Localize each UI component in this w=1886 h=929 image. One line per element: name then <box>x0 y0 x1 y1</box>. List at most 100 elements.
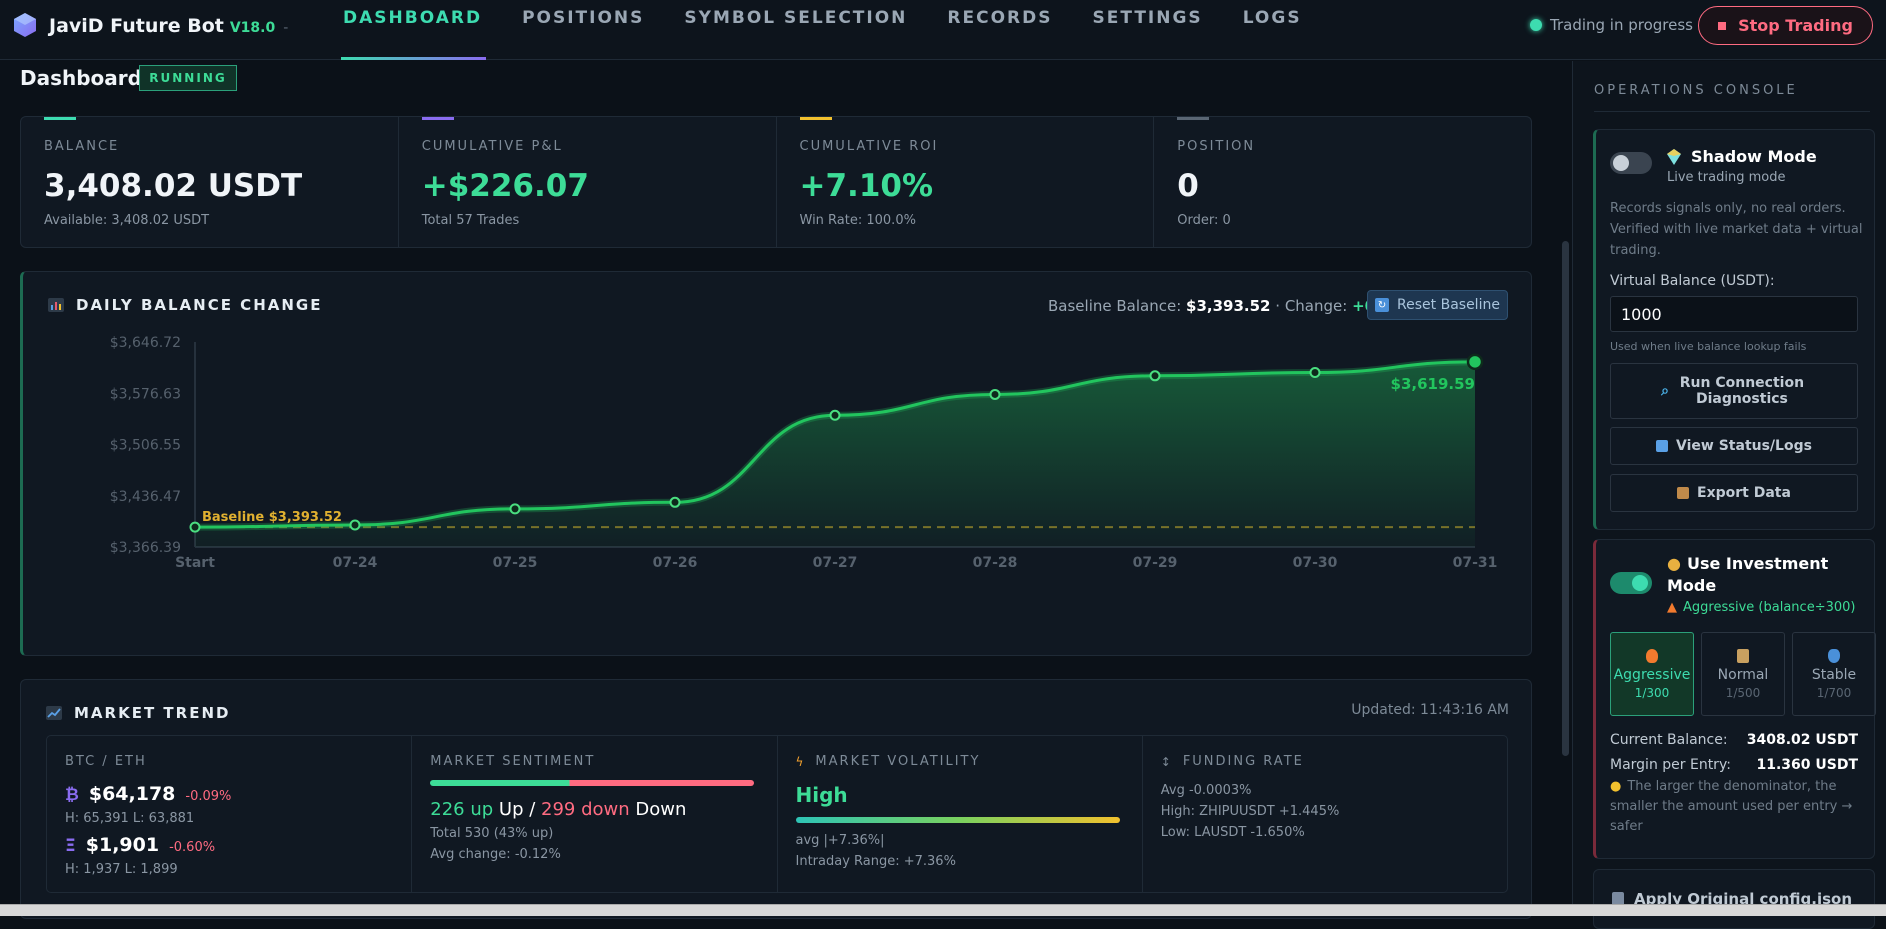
virtual-balance-input[interactable] <box>1610 296 1858 332</box>
x-tick-label: 07-29 <box>1133 555 1178 571</box>
apply-config-card[interactable]: Apply Original config.json <box>1593 869 1875 929</box>
current-balance-row: Current Balance: 3408.02 USDT <box>1610 732 1858 748</box>
operations-console: OPERATIONS CONSOLE Shadow Mode Live trad… <box>1572 61 1886 929</box>
mode-stable[interactable]: Stable 1/700 <box>1792 632 1876 716</box>
baseline-label: Baseline $3,393.52 <box>202 510 342 525</box>
data-point <box>1466 353 1484 371</box>
export-data-label: Export Data <box>1697 485 1791 501</box>
market-grid: BTC / ETH ₿ $64,178 -0.09% H: 65,391 L: … <box>46 735 1508 893</box>
coins-label: BTC / ETH <box>65 754 147 769</box>
sentiment-avg-change: Avg change: -0.12% <box>430 847 561 862</box>
intraday-range: Intraday Range: +7.36% <box>795 854 956 869</box>
margin-label: Margin per Entry: <box>1610 757 1731 773</box>
crystal-icon <box>1667 148 1681 165</box>
clipboard-icon <box>1612 892 1624 906</box>
btc-price: $64,178 <box>88 783 176 805</box>
tab-dashboard[interactable]: DASHBOARD <box>340 0 487 60</box>
x-tick-label: 07-31 <box>1453 555 1498 571</box>
status-badge: RUNNING <box>139 65 237 91</box>
market-trend-title-text: MARKET TREND <box>74 704 231 722</box>
stats-row: BALANCE 3,408.02 USDT Available: 3,408.0… <box>20 116 1532 248</box>
y-tick-label: $3,646.72 <box>110 335 181 351</box>
console-divider <box>1594 111 1870 112</box>
data-point <box>669 496 681 508</box>
current-balance-label: Current Balance: <box>1610 732 1728 748</box>
trading-status: Trading in progress <box>1530 16 1693 34</box>
apply-config-button[interactable]: Apply Original config.json <box>1612 890 1852 908</box>
bar-chart-icon <box>48 298 64 312</box>
mode-normal[interactable]: Normal 1/500 <box>1701 632 1785 716</box>
view-status-logs-button[interactable]: View Status/Logs <box>1610 427 1858 465</box>
lightning-icon: ϟ <box>795 754 806 769</box>
stat-label: POSITION <box>1177 139 1256 154</box>
stop-trading-button[interactable]: Stop Trading <box>1698 6 1873 45</box>
funding-high: High: ZHIPUUSDT +1.445% <box>1160 804 1340 819</box>
reset-baseline-label: Reset Baseline <box>1397 297 1500 313</box>
baseline-info: Baseline Balance: $3,393.52 · Change: +0… <box>1048 297 1417 315</box>
reset-baseline-button[interactable]: ↻ Reset Baseline <box>1367 290 1508 320</box>
investment-tip-text: The larger the denominator, the smaller … <box>1610 779 1853 834</box>
page-title: Dashboard <box>20 66 142 90</box>
export-data-button[interactable]: Export Data <box>1610 474 1858 512</box>
volatility-label: MARKET VOLATILITY <box>815 754 981 769</box>
tab-logs[interactable]: LOGS <box>1242 8 1302 28</box>
btc-row: ₿ $64,178 -0.09% <box>65 783 411 805</box>
scale-icon <box>1737 648 1749 663</box>
tab-settings[interactable]: SETTINGS <box>1092 8 1203 28</box>
shadow-mode-card: Shadow Mode Live trading mode Records si… <box>1593 129 1875 530</box>
stop-icon <box>1718 21 1727 30</box>
magnifier-icon: ⌕ <box>1661 383 1669 399</box>
investment-mode-sub-text: Aggressive (balance÷300) <box>1683 600 1856 615</box>
shadow-mode-toggle[interactable] <box>1610 152 1652 174</box>
stat-sub: Win Rate: 100.0% <box>799 213 916 228</box>
toggle-knob <box>1632 575 1648 591</box>
shadow-mode-title: Shadow Mode <box>1667 147 1817 166</box>
main-nav: DASHBOARD POSITIONS SYMBOL SELECTION REC… <box>340 0 1342 60</box>
status-text: Trading in progress <box>1550 16 1693 34</box>
tab-records[interactable]: RECORDS <box>947 8 1053 28</box>
money-bag-icon: ● <box>1667 554 1681 573</box>
investment-mode-title-text: Use Investment Mode <box>1667 554 1829 595</box>
btc-change: -0.09% <box>185 789 232 804</box>
eth-price: $1,901 <box>85 834 160 856</box>
tab-symbol-selection[interactable]: SYMBOL SELECTION <box>684 8 908 28</box>
investment-mode-toggle[interactable] <box>1610 572 1652 594</box>
mode-ratio: 1/500 <box>1725 685 1761 700</box>
coins-cell: BTC / ETH ₿ $64,178 -0.09% H: 65,391 L: … <box>47 736 413 892</box>
virtual-balance-label: Virtual Balance (USDT): <box>1610 273 1775 289</box>
y-tick-label: $3,436.47 <box>110 489 181 505</box>
shadow-mode-sub: Live trading mode <box>1667 170 1786 185</box>
investment-mode-card: ● Use Investment Mode ▲ Aggressive (balan… <box>1593 539 1876 859</box>
shadow-mode-desc: Records signals only, no real orders. Ve… <box>1610 201 1863 258</box>
main-scrollbar[interactable] <box>1562 241 1569 756</box>
mode-name: Normal <box>1717 666 1769 683</box>
up-word: Up / <box>498 799 536 820</box>
mode-aggressive[interactable]: Aggressive 1/300 <box>1610 632 1694 716</box>
stat-roi: CUMULATIVE ROI +7.10% Win Rate: 100.0% <box>777 117 1155 247</box>
btc-high-low: H: 65,391 L: 63,881 <box>65 811 195 826</box>
app-name: JaviD Future Bot <box>49 15 224 37</box>
sentiment-counts: 226 up Up / 299 down Down <box>430 799 776 820</box>
shadow-mode-title-text: Shadow Mode <box>1691 147 1817 166</box>
stat-accent <box>44 117 76 120</box>
x-tick-label: Start <box>175 555 215 571</box>
stat-value: +7.10% <box>799 168 934 204</box>
bar-chart-icon <box>1656 440 1669 452</box>
baseline-value: $3,393.52 <box>1186 297 1271 315</box>
x-tick-label: 07-28 <box>973 555 1018 571</box>
trend-chart-icon <box>46 706 62 720</box>
margin-value: 11.360 USDT <box>1756 757 1858 773</box>
down-word: Down <box>635 799 687 820</box>
toggle-knob <box>1613 155 1629 171</box>
tab-positions[interactable]: POSITIONS <box>522 8 645 28</box>
refresh-icon: ↻ <box>1375 298 1390 312</box>
run-diagnostics-button[interactable]: ⌕ Run Connection Diagnostics <box>1610 363 1858 419</box>
console-title: OPERATIONS CONSOLE <box>1594 83 1798 98</box>
apply-config-label: Apply Original config.json <box>1634 890 1853 908</box>
run-diagnostics-label: Run Connection Diagnostics <box>1679 375 1805 407</box>
up-count: 226 up <box>430 799 494 820</box>
mode-ratio: 1/700 <box>1816 685 1852 700</box>
stat-label: BALANCE <box>44 139 120 154</box>
data-point <box>829 409 841 421</box>
eth-high-low: H: 1,937 L: 1,899 <box>65 862 178 877</box>
